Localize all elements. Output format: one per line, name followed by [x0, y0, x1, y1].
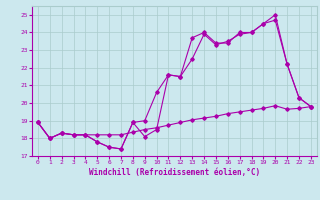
X-axis label: Windchill (Refroidissement éolien,°C): Windchill (Refroidissement éolien,°C)	[89, 168, 260, 177]
